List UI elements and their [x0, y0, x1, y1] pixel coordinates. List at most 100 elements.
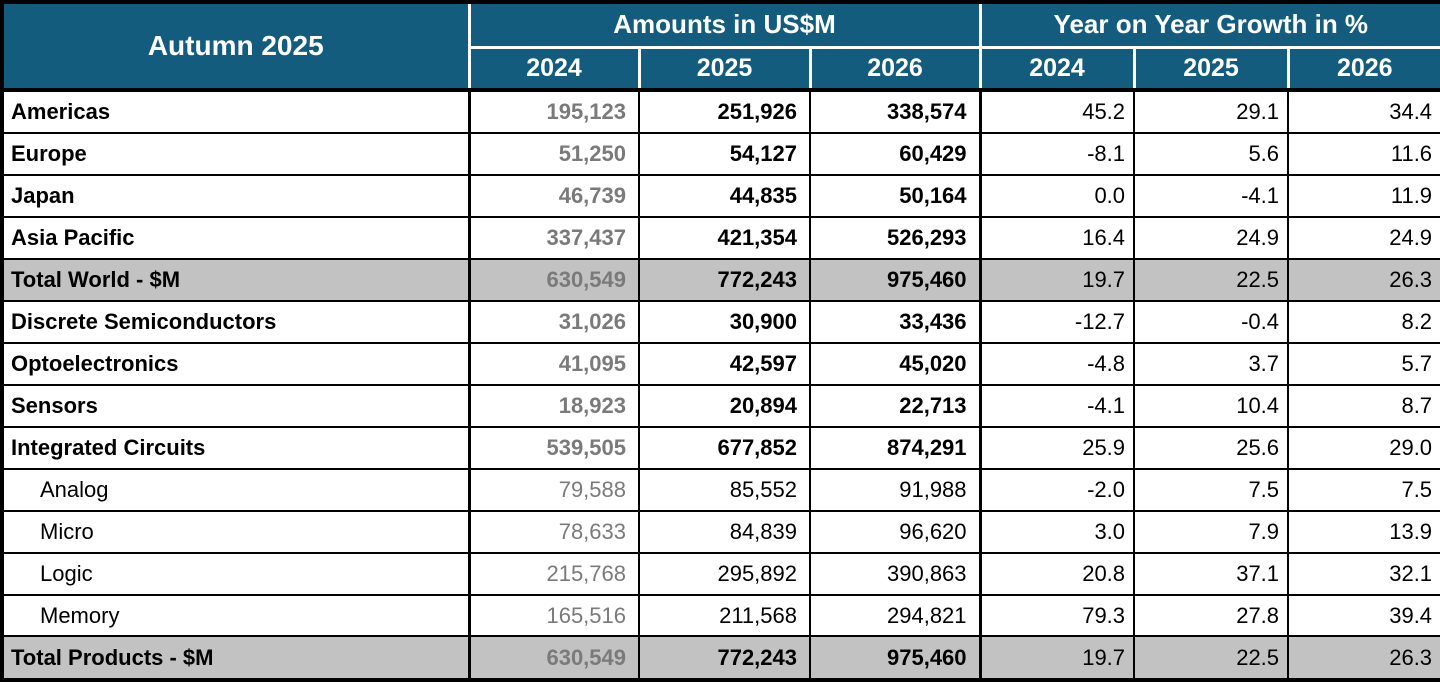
growth-2024: -8.1	[978, 132, 1136, 177]
amount-2026: 50,164	[808, 174, 982, 219]
growth-year-2025-header: 2025	[1132, 45, 1290, 92]
amount-year-2026-header: 2026	[808, 45, 982, 92]
amounts-group-header: Amounts in US$M	[467, 0, 982, 49]
growth-2024: 0.0	[978, 174, 1136, 219]
amount-2026: 526,293	[808, 216, 982, 261]
table-row: Optoelectronics 41,095 42,597 45,020 -4.8 3.7…	[1, 342, 1440, 386]
amount-2026: 975,460	[808, 258, 982, 303]
growth-2026: 5.7	[1287, 342, 1440, 386]
growth-2024: 25.9	[978, 425, 1136, 470]
growth-2024: 45.2	[978, 87, 1136, 135]
table-row: Integrated Circuits 539,505 677,852 874,291…	[1, 425, 1440, 470]
growth-group-header: Year on Year Growth in %	[978, 0, 1440, 49]
growth-2024: 19.7	[978, 635, 1136, 681]
amount-2026: 22,713	[808, 383, 982, 428]
growth-2025: 7.9	[1133, 509, 1290, 554]
row-label: Total Products - $M	[1, 635, 470, 681]
growth-2025: 25.6	[1133, 425, 1290, 470]
row-label: Logic	[1, 551, 470, 596]
row-label: Total World - $M	[1, 258, 470, 303]
amount-2024: 337,437	[467, 216, 640, 261]
amount-2024: 215,768	[467, 551, 640, 596]
growth-2025: 37.1	[1133, 551, 1290, 596]
growth-2024: 19.7	[978, 258, 1136, 303]
amount-2025: 84,839	[638, 509, 811, 554]
table-header: Autumn 2025 Amounts in US$M Year on Year…	[0, 0, 1440, 92]
growth-2026: 8.7	[1287, 383, 1440, 428]
amount-year-2025-header: 2025	[637, 45, 812, 92]
growth-2025: 3.7	[1133, 342, 1290, 386]
row-label: Discrete Semiconductors	[1, 300, 470, 345]
group-header-row: Autumn 2025 Amounts in US$M Year on Year…	[0, 0, 1440, 92]
amount-2024: 41,095	[467, 342, 640, 386]
table-row: Micro 78,633 84,839 96,620 3.0 7.9 13.9	[1, 509, 1440, 554]
growth-2024: -4.8	[978, 342, 1136, 386]
growth-2025: 7.5	[1133, 467, 1290, 512]
row-label: Japan	[1, 174, 470, 219]
amount-2025: 44,835	[638, 174, 811, 219]
growth-2026: 32.1	[1287, 551, 1440, 596]
amount-2024: 630,549	[467, 635, 640, 681]
growth-2024: -2.0	[978, 467, 1136, 512]
growth-2024: 79.3	[978, 593, 1136, 638]
table-row: Americas 195,123 251,926 338,574 45.2 29.1 34.…	[1, 87, 1440, 135]
growth-year-2024-header: 2024	[978, 45, 1136, 92]
year-header-row: 2024 2025 2026 2024 2025 2026	[2, 45, 1440, 92]
amount-2026: 45,020	[808, 342, 982, 386]
table-body: Americas 195,123 251,926 338,574 45.2 29.1 34.…	[1, 87, 1440, 681]
row-label: Americas	[1, 87, 470, 135]
amount-2025: 772,243	[638, 635, 811, 681]
growth-2024: -4.1	[978, 383, 1136, 428]
amount-2026: 338,574	[808, 87, 982, 135]
amount-2025: 251,926	[638, 87, 811, 135]
amount-2024: 31,026	[467, 300, 640, 345]
amount-2024: 51,250	[467, 132, 640, 177]
table-row: Memory 165,516 211,568 294,821 79.3 27.8 39.4	[1, 593, 1440, 638]
growth-2026: 13.9	[1287, 509, 1440, 554]
amount-2024: 165,516	[467, 593, 640, 638]
row-label: Asia Pacific	[1, 216, 470, 261]
row-label: Analog	[1, 467, 470, 512]
row-label: Sensors	[1, 383, 470, 428]
amount-2024: 539,505	[467, 425, 640, 470]
growth-2024: 16.4	[978, 216, 1136, 261]
row-label: Optoelectronics	[1, 342, 470, 386]
growth-2026: 11.9	[1287, 174, 1440, 219]
amount-2025: 772,243	[638, 258, 811, 303]
amount-2024: 46,739	[467, 174, 640, 219]
growth-2026: 29.0	[1287, 425, 1440, 470]
amount-2025: 421,354	[638, 216, 811, 261]
growth-2026: 7.5	[1287, 467, 1440, 512]
growth-2026: 39.4	[1287, 593, 1440, 638]
amount-2026: 390,863	[808, 551, 982, 596]
amount-2026: 975,460	[808, 635, 982, 681]
growth-2025: 22.5	[1133, 635, 1290, 681]
growth-2026: 11.6	[1287, 132, 1440, 177]
table-row: Asia Pacific 337,437 421,354 526,293 16.4 24.…	[1, 216, 1440, 261]
amount-2025: 42,597	[638, 342, 811, 386]
growth-2025: 29.1	[1133, 87, 1290, 135]
amount-2024: 18,923	[467, 383, 640, 428]
amount-2025: 295,892	[638, 551, 811, 596]
growth-2024: -12.7	[978, 300, 1136, 345]
growth-2024: 20.8	[978, 551, 1136, 596]
amount-2024: 79,588	[467, 467, 640, 512]
growth-2026: 34.4	[1287, 87, 1440, 135]
table-row: Logic 215,768 295,892 390,863 20.8 37.1 32.1	[1, 551, 1440, 596]
amount-2024: 630,549	[467, 258, 640, 303]
growth-2025: -0.4	[1133, 300, 1290, 345]
amount-2025: 677,852	[638, 425, 811, 470]
growth-2026: 26.3	[1287, 258, 1440, 303]
growth-2024: 3.0	[978, 509, 1136, 554]
amount-2025: 54,127	[638, 132, 811, 177]
amount-2025: 85,552	[638, 467, 811, 512]
total-row: Total Products - $M 630,549 772,243 975,460…	[1, 635, 1440, 681]
amount-2026: 874,291	[808, 425, 982, 470]
amount-2024: 195,123	[467, 87, 640, 135]
growth-2025: 10.4	[1133, 383, 1290, 428]
row-label: Europe	[1, 132, 470, 177]
amount-2026: 96,620	[808, 509, 982, 554]
row-label: Memory	[1, 593, 470, 638]
growth-2025: 27.8	[1133, 593, 1290, 638]
